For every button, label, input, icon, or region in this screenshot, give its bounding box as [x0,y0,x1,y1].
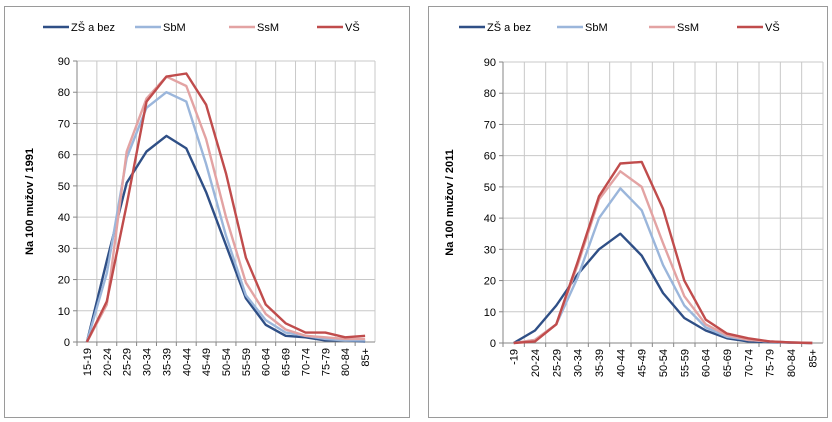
x-tick-label: 40-44 [181,348,193,376]
y-tick-label: 70 [58,118,70,130]
x-tick-label: 85+ [360,348,372,367]
y-tick-label: 20 [484,276,496,288]
x-tick-label: 60-64 [701,349,713,377]
chart-panel-2011: 0 10 20 30 40 50 60 70 80 90 -19 20-24 25-29 30-34 35-… [428,6,828,418]
x-tick-label: 30-34 [142,348,154,376]
y-tick-label: 40 [58,212,70,224]
y-tick-label: 80 [484,88,496,100]
series-line-z-a-bez [513,232,813,345]
legend-label: ZŠ a bez [71,21,115,34]
gridlines [502,61,824,344]
x-tick-label: 80-84 [340,348,352,376]
x-tick-label: 75-79 [320,348,332,376]
x-tick-label: 20-24 [530,349,542,377]
legend-label: SsM [257,22,279,34]
y-tick-label: 50 [58,181,70,193]
x-tick-label: 25-29 [122,348,134,376]
legend-label: SbM [585,22,608,34]
x-tick-label: -19 [509,349,521,365]
y-tick-label: 70 [484,119,496,131]
y-tick-label: 10 [58,306,70,318]
chart-2011: 0 10 20 30 40 50 60 70 80 90 -19 20-24 25-29 30-34 35-… [444,21,824,377]
y-tick-label: 80 [58,87,70,99]
x-tick-label: 50-54 [221,348,233,376]
x-tick-label: 50-54 [658,349,670,377]
y-tick-label: 20 [58,275,70,287]
x-tick-label: 40-44 [615,349,627,377]
x-tick-label: 80-84 [786,349,798,377]
x-tick-label: 85+ [807,349,819,368]
x-tick-label: 25-29 [551,349,563,377]
x-tick-label: 60-64 [261,348,273,376]
y-tick-label: 30 [58,243,70,255]
x-tick-label: 55-59 [241,348,253,376]
y-tick-label: 60 [58,150,70,162]
y-tick-label: 0 [490,338,496,350]
series-line-ssm [85,75,366,343]
x-tick-label: 55-59 [679,349,691,377]
y-tick-label: 60 [484,151,496,163]
x-tick-label: 70-74 [300,348,312,376]
x-tick-label: 30-34 [573,349,585,377]
y-tick-label: 90 [484,57,496,69]
legend: ZŠ a bez SbM SsM VŠ [43,21,360,34]
series-line-v- [85,72,366,343]
x-tick-label: 65-69 [722,349,734,377]
x-tick-label: 15-19 [82,348,94,376]
x-tick-label: 20-24 [102,348,114,376]
y-tick-label: 0 [64,337,70,349]
y-axis-label: Na 100 mužov / 2011 [444,149,456,255]
legend-label: VŠ [345,21,360,34]
legend-label: ZŠ a bez [487,21,531,34]
chart-panel-1991: 0 10 20 30 40 50 60 70 80 90 15-19 20-24 25-29 30-34 3… [4,6,410,418]
x-tick-label: 35-39 [594,349,606,377]
y-tick-label: 10 [484,307,496,319]
legend-label: SsM [677,22,699,34]
series-line-v- [513,160,813,345]
y-tick-label: 90 [58,56,70,68]
y-tick-label: 50 [484,182,496,194]
x-tick-label: 65-69 [281,348,293,376]
x-tick-label: 75-79 [765,349,777,377]
x-tick-label: 45-49 [201,348,213,376]
chart-1991: 0 10 20 30 40 50 60 70 80 90 15-19 20-24 25-29 30-34 3… [24,21,376,376]
y-tick-label: 30 [484,244,496,256]
x-tick-label: 45-49 [637,349,649,377]
legend-label: VŠ [765,21,780,34]
x-tick-label: 35-39 [161,348,173,376]
legend: ZŠ a bez SbM SsM VŠ [459,21,780,34]
x-tick-label: 70-74 [743,349,755,377]
y-axis-label: Na 100 mužov / 1991 [24,148,36,255]
y-tick-label: 40 [484,213,496,225]
legend-label: SbM [163,22,186,34]
gridlines [76,60,376,343]
